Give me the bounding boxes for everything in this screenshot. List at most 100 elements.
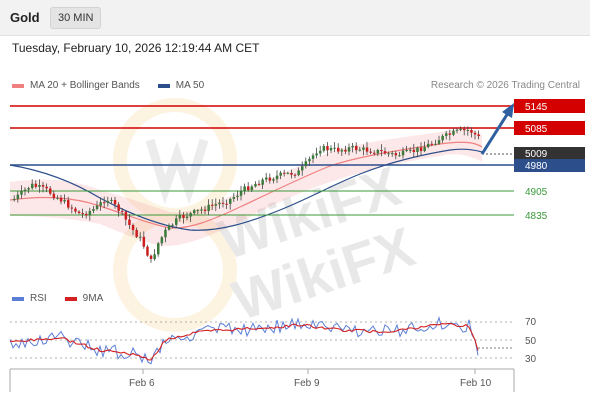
candle-body (221, 202, 225, 204)
rsi-tick-50: 50 (525, 336, 537, 347)
legend-label-rsi: RSI (30, 293, 47, 304)
candle-body (391, 153, 394, 155)
candle-body (185, 216, 189, 218)
candle-body (333, 147, 336, 149)
candle-body (344, 149, 347, 152)
candle-body (153, 254, 156, 260)
candle-body (265, 177, 268, 180)
candle-body (423, 147, 426, 152)
candle-body (416, 147, 419, 152)
candle-body (20, 190, 23, 195)
candle-body (347, 147, 351, 152)
candle-body (250, 186, 254, 191)
candle-body (455, 129, 459, 131)
legend-label-rsi-ma: 9MA (82, 293, 104, 304)
candle-body (229, 198, 232, 204)
rsi-ma-line (9, 323, 479, 361)
candle-body (441, 135, 444, 141)
x-label-feb6: Feb 6 (129, 378, 155, 389)
candle-body (49, 188, 52, 194)
candle-body (56, 197, 59, 199)
rsi-line (9, 315, 479, 365)
bollinger-band (10, 129, 482, 246)
candle-body (398, 155, 401, 157)
candle-body (131, 225, 135, 230)
candle-body (409, 149, 412, 151)
legend-item-bollinger: MA 20 + Bollinger Bands (12, 80, 140, 91)
candle-body (74, 208, 77, 212)
candle-body (387, 153, 390, 155)
legend-label-ma50: MA 50 (175, 80, 205, 91)
legend-item-rsi: RSI (12, 293, 47, 304)
candle-body (434, 143, 437, 145)
candle-body (193, 210, 196, 214)
candle-body (196, 210, 200, 212)
candle-body (365, 147, 369, 152)
candlestick-series (13, 126, 480, 263)
legend-swatch-ma50 (157, 83, 170, 88)
candle-body (308, 158, 311, 162)
candle-body (106, 200, 110, 203)
level-label-5145: 5145 (514, 99, 585, 113)
candle-body (99, 202, 102, 206)
candle-body (394, 153, 398, 156)
candle-body (470, 129, 473, 133)
candle-body (401, 150, 405, 156)
candle-body (139, 236, 142, 238)
watermark-logo-icon (113, 98, 237, 222)
candle-body (81, 213, 84, 215)
candle-body (355, 145, 358, 151)
candle-body (362, 147, 365, 150)
candle-body (376, 150, 380, 154)
candle-body (189, 213, 192, 217)
candle-body (405, 149, 408, 151)
candle-body (340, 149, 344, 152)
candle-body (257, 183, 261, 185)
candle-body (167, 225, 171, 230)
candle-body (70, 207, 74, 209)
candle-body (459, 128, 462, 130)
candle-body (315, 153, 318, 156)
candle-body (279, 172, 282, 176)
level-label-4980: 4980 (514, 159, 585, 172)
candle-body (275, 175, 279, 180)
candle-body (149, 255, 153, 260)
candle-body (16, 194, 20, 200)
candle-body (63, 200, 66, 202)
candle-body (283, 172, 286, 174)
level-label-5009: 5009 (514, 147, 585, 160)
candle-body (319, 150, 322, 154)
candle-body (23, 189, 27, 191)
candle-body (326, 146, 329, 151)
candle-body (103, 202, 106, 204)
candle-body (77, 211, 81, 214)
candle-body (301, 166, 304, 171)
candle-body (351, 145, 354, 148)
candle-body (182, 214, 185, 218)
candle-body (261, 179, 264, 185)
candle-body (95, 205, 99, 210)
candle-body (121, 210, 124, 212)
candle-body (427, 143, 430, 148)
symbol-name: Gold (10, 10, 40, 25)
timeframe-button[interactable]: 30 MIN (50, 7, 102, 29)
candle-body (45, 186, 48, 189)
candle-body (160, 237, 164, 244)
candle-body (286, 172, 290, 174)
candle-body (175, 218, 178, 225)
legend-item-rsi-ma: 9MA (64, 293, 104, 304)
candle-body (419, 147, 423, 152)
candle-body (27, 188, 30, 190)
candle-body (85, 213, 88, 216)
ma50-line (9, 148, 483, 231)
candle-body (135, 229, 138, 237)
candle-body (383, 151, 387, 154)
candle-body (463, 128, 466, 131)
candle-body (31, 183, 34, 189)
candle-body (337, 147, 340, 152)
level-value-4905: 4905 (525, 187, 548, 198)
level-value-5009: 5009 (525, 149, 548, 160)
candle-body (146, 246, 149, 256)
chart-legend: MA 20 + Bollinger Bands MA 50 (12, 80, 222, 91)
